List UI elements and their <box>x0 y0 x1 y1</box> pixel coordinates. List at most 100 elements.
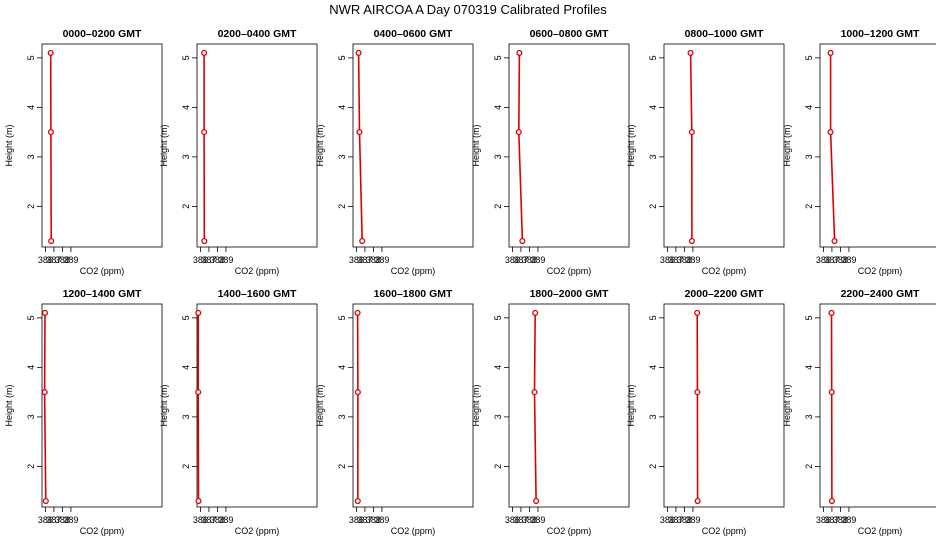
profile-point <box>687 49 694 56</box>
y-axis-label: Height (m) <box>782 124 792 166</box>
x-tick-label: 389 <box>63 515 78 525</box>
y-tick-label: 3 <box>26 154 36 159</box>
y-tick-label: 5 <box>493 55 503 60</box>
plot-frame <box>508 43 630 248</box>
x-tick-label: 388 <box>522 255 537 265</box>
panel-title: 1000–1200 GMT <box>841 28 920 40</box>
panel-title: 1400–1600 GMT <box>218 288 297 300</box>
profile-point <box>827 129 834 136</box>
figure-title: NWR AIRCOA A Day 070319 Calibrated Profi… <box>329 2 607 17</box>
x-tick-label: 386 <box>349 515 364 525</box>
y-tick-label: 3 <box>181 414 191 419</box>
profile-point <box>827 49 834 56</box>
plot-frame <box>196 43 318 248</box>
profile-point <box>47 49 54 56</box>
x-tick-label: 389 <box>374 255 389 265</box>
x-axis-label: CO2 (ppm) <box>391 526 436 536</box>
profile-point <box>354 498 361 505</box>
x-tick-label: 388 <box>522 515 537 525</box>
panel-title: 0400–0600 GMT <box>374 28 453 40</box>
profile-point <box>201 238 208 245</box>
profile-point <box>195 498 202 505</box>
y-axis-label: Height (m) <box>159 384 169 426</box>
panel-title: 1800–2000 GMT <box>530 288 609 300</box>
y-axis-label: Height (m) <box>626 124 636 166</box>
x-tick-label: 389 <box>218 515 233 525</box>
x-tick-label: 386 <box>660 255 675 265</box>
x-tick-label: 387 <box>357 255 372 265</box>
x-tick-label: 387 <box>357 515 372 525</box>
y-tick-label: 4 <box>337 105 347 110</box>
profile-point <box>831 238 838 245</box>
y-tick-label: 5 <box>181 315 191 320</box>
x-tick-label: 389 <box>841 515 856 525</box>
profile-point <box>688 238 695 245</box>
x-tick-label: 389 <box>530 515 545 525</box>
profile-point <box>356 129 363 136</box>
x-tick-label: 386 <box>505 515 520 525</box>
plot-frame <box>663 303 785 508</box>
x-tick-label: 388 <box>210 255 225 265</box>
profile-point <box>354 389 361 396</box>
plot-frame <box>663 43 785 248</box>
profile-point <box>48 238 55 245</box>
profile-line <box>517 52 524 242</box>
profile-line <box>533 312 537 502</box>
y-tick-label: 2 <box>181 204 191 209</box>
x-axis-label: CO2 (ppm) <box>547 266 592 276</box>
plot-frame <box>352 303 474 508</box>
x-tick-label: 388 <box>833 255 848 265</box>
x-tick-label: 388 <box>55 255 70 265</box>
y-tick-label: 5 <box>493 315 503 320</box>
x-tick-label: 388 <box>677 515 692 525</box>
x-axis-label: CO2 (ppm) <box>858 526 903 536</box>
x-tick-label: 388 <box>55 515 70 525</box>
y-tick-label: 3 <box>648 414 658 419</box>
x-tick-label: 387 <box>46 255 61 265</box>
x-tick-label: 389 <box>530 255 545 265</box>
profile-line <box>829 52 836 242</box>
x-tick-label: 386 <box>505 255 520 265</box>
y-tick-label: 2 <box>804 464 814 469</box>
x-axis-label: CO2 (ppm) <box>858 266 903 276</box>
profile-point <box>41 309 49 316</box>
x-axis-label: CO2 (ppm) <box>702 266 747 276</box>
panel-title: 1200–1400 GMT <box>63 288 142 300</box>
plot-frame <box>508 303 630 508</box>
y-tick-label: 3 <box>26 414 36 419</box>
panel-title: 2200–2400 GMT <box>841 288 920 300</box>
y-tick-label: 2 <box>337 204 347 209</box>
profile-point <box>828 498 835 505</box>
x-tick-label: 388 <box>677 255 692 265</box>
x-tick-label: 386 <box>38 255 53 265</box>
y-tick-label: 2 <box>493 204 503 209</box>
profile-point <box>354 309 361 316</box>
profile-point <box>359 238 366 245</box>
panel-title: 0000–0200 GMT <box>63 28 142 40</box>
profile-line <box>689 52 693 242</box>
x-tick-label: 386 <box>816 255 831 265</box>
y-tick-label: 5 <box>337 315 347 320</box>
x-tick-label: 387 <box>513 515 528 525</box>
y-axis-label: Height (m) <box>315 384 325 426</box>
x-tick-label: 386 <box>660 515 675 525</box>
y-tick-label: 3 <box>337 154 347 159</box>
y-axis-label: Height (m) <box>782 384 792 426</box>
y-tick-label: 3 <box>804 154 814 159</box>
y-tick-label: 5 <box>337 55 347 60</box>
profile-point <box>515 129 522 136</box>
x-axis-label: CO2 (ppm) <box>80 266 125 276</box>
profile-point <box>828 389 835 396</box>
y-tick-label: 4 <box>26 105 36 110</box>
x-tick-label: 389 <box>63 255 78 265</box>
y-axis-label: Height (m) <box>315 124 325 166</box>
profile-point <box>519 238 526 245</box>
y-axis-label: Height (m) <box>471 124 481 166</box>
